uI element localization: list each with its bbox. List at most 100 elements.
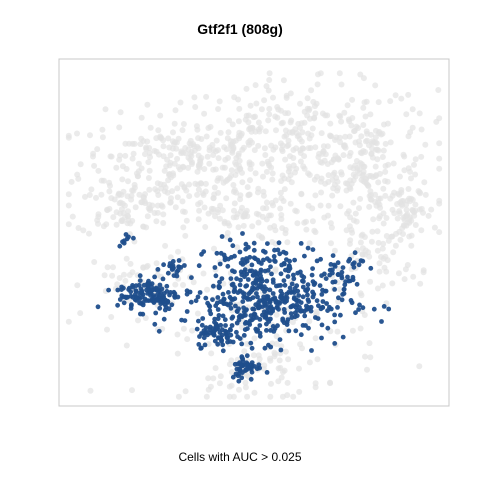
background-cell-point bbox=[74, 282, 81, 289]
background-cell-point bbox=[394, 215, 401, 222]
background-cell-point bbox=[306, 359, 313, 366]
background-cell-point bbox=[387, 98, 394, 105]
background-cell-point bbox=[407, 129, 414, 136]
background-cell-point bbox=[292, 169, 298, 176]
highlighted-cell-point bbox=[244, 367, 250, 372]
highlighted-cell-point bbox=[200, 316, 206, 321]
background-cell-point bbox=[255, 119, 262, 126]
background-cell-point bbox=[107, 182, 113, 189]
highlighted-cell-point bbox=[95, 304, 101, 310]
highlighted-cell-point bbox=[231, 289, 237, 295]
highlighted-cell-point bbox=[133, 288, 139, 294]
background-cell-point bbox=[293, 208, 300, 215]
background-cell-point bbox=[375, 179, 382, 186]
background-cell-point bbox=[220, 280, 227, 287]
chart-caption: Cells with AUC > 0.025 bbox=[178, 450, 302, 464]
background-cell-point bbox=[117, 109, 124, 116]
highlighted-cell-point bbox=[152, 321, 158, 327]
highlighted-cell-point bbox=[298, 332, 304, 338]
background-cell-point bbox=[221, 218, 228, 225]
background-cell-point bbox=[297, 147, 304, 154]
background-cell-point bbox=[171, 141, 178, 147]
highlighted-cell-point bbox=[171, 289, 177, 295]
highlighted-cell-point bbox=[356, 307, 361, 312]
background-cell-point bbox=[297, 100, 303, 107]
background-cell-point bbox=[144, 101, 151, 108]
background-cell-point bbox=[171, 120, 178, 127]
background-cell-point bbox=[116, 124, 123, 131]
background-cell-point bbox=[186, 193, 193, 200]
background-cell-point bbox=[205, 386, 212, 393]
highlighted-cell-point bbox=[276, 240, 282, 246]
background-cell-point bbox=[137, 141, 144, 148]
highlighted-cell-point bbox=[249, 268, 255, 274]
background-cell-point bbox=[259, 160, 266, 167]
highlighted-cell-point bbox=[232, 296, 238, 302]
highlighted-cell-point bbox=[128, 289, 134, 295]
highlighted-cell-point bbox=[310, 294, 316, 300]
highlighted-cell-point bbox=[240, 231, 245, 236]
background-cell-point bbox=[286, 165, 293, 172]
background-cell-point bbox=[384, 120, 391, 127]
background-cell-point bbox=[296, 388, 303, 395]
background-cell-point bbox=[376, 130, 382, 137]
background-cell-point bbox=[232, 172, 239, 178]
background-cell-point bbox=[277, 364, 284, 371]
background-cell-point bbox=[255, 211, 262, 218]
background-cell-point bbox=[396, 191, 403, 198]
highlighted-cell-point bbox=[285, 317, 291, 322]
background-cell-point bbox=[212, 213, 218, 220]
highlighted-cell-point bbox=[360, 258, 366, 264]
highlighted-cell-point bbox=[301, 274, 307, 280]
background-cell-point bbox=[331, 169, 338, 176]
background-cell-point bbox=[359, 231, 366, 238]
highlighted-cell-point bbox=[237, 282, 243, 288]
background-cell-point bbox=[132, 204, 139, 211]
highlighted-cell-point bbox=[184, 291, 190, 297]
highlighted-cell-point bbox=[285, 274, 291, 279]
background-cell-point bbox=[106, 188, 113, 195]
highlighted-cell-point bbox=[265, 241, 270, 247]
background-cell-point bbox=[209, 141, 216, 148]
highlighted-cell-point bbox=[309, 272, 315, 278]
highlighted-cell-point bbox=[302, 313, 308, 319]
background-cell-point bbox=[337, 139, 344, 146]
background-cell-point bbox=[142, 151, 148, 158]
background-cell-point bbox=[366, 340, 373, 347]
background-cell-point bbox=[248, 128, 255, 135]
background-cell-point bbox=[321, 214, 328, 221]
highlighted-cell-point bbox=[220, 313, 226, 319]
background-cell-point bbox=[126, 140, 133, 147]
background-cell-point bbox=[204, 153, 211, 160]
background-cell-point bbox=[279, 119, 286, 126]
highlighted-cell-point bbox=[169, 265, 175, 271]
highlighted-cell-point bbox=[268, 344, 274, 350]
background-cell-point bbox=[255, 142, 262, 149]
highlighted-cell-point bbox=[319, 292, 325, 297]
background-cell-point bbox=[313, 310, 320, 317]
highlighted-cell-point bbox=[324, 301, 329, 306]
background-cell-point bbox=[154, 209, 161, 216]
background-cell-point bbox=[325, 202, 332, 209]
highlighted-cell-point bbox=[301, 279, 306, 284]
background-cell-point bbox=[381, 264, 388, 271]
highlighted-cell-point bbox=[189, 275, 194, 280]
background-cell-point bbox=[398, 95, 405, 102]
background-cell-point bbox=[367, 111, 374, 118]
background-cell-point bbox=[180, 224, 187, 231]
background-cell-point bbox=[359, 251, 366, 258]
background-cell-point bbox=[237, 208, 244, 215]
highlighted-cell-point bbox=[249, 262, 255, 268]
background-cell-point bbox=[189, 327, 196, 334]
highlighted-cell-point bbox=[218, 250, 224, 256]
background-cell-point bbox=[337, 203, 344, 210]
background-cell-point bbox=[366, 203, 373, 210]
background-cell-point bbox=[389, 280, 396, 287]
background-cell-point bbox=[360, 104, 367, 111]
background-cell-point bbox=[384, 178, 391, 185]
background-cell-point bbox=[167, 199, 174, 206]
highlighted-cell-point bbox=[117, 297, 123, 302]
highlighted-cell-point bbox=[332, 341, 338, 346]
background-cell-point bbox=[329, 192, 336, 199]
background-cell-point bbox=[336, 134, 343, 141]
